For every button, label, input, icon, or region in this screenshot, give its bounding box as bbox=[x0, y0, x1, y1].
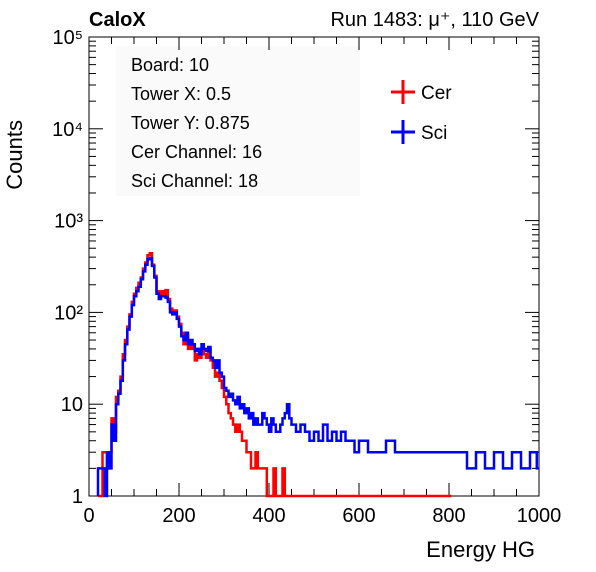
series-group bbox=[96, 252, 539, 498]
y-tick-label: 10³ bbox=[54, 211, 83, 233]
x-tick-label: 600 bbox=[342, 505, 375, 527]
x-tick-label: 200 bbox=[162, 505, 195, 527]
legend-label-cer: Cer bbox=[421, 83, 452, 104]
x-axis-title: Energy HG bbox=[426, 537, 535, 562]
info-line: Cer Channel: 16 bbox=[131, 142, 262, 162]
experiment-label: CaloX bbox=[89, 9, 146, 31]
x-tick-label: 1000 bbox=[517, 505, 562, 527]
info-line: Tower X: 0.5 bbox=[131, 84, 231, 104]
info-box-lines: Board: 10 Tower X: 0.5 Tower Y: 0.875 Cer C… bbox=[131, 55, 262, 191]
y-tick-label: 10⁴ bbox=[52, 119, 83, 141]
info-line: Tower Y: 0.875 bbox=[131, 113, 250, 133]
y-tick-label: 10 bbox=[61, 394, 83, 416]
x-tick-label: 800 bbox=[432, 505, 465, 527]
run-info-label: Run 1483: μ⁺, 110 GeV bbox=[330, 9, 539, 31]
legend-label-sci: Sci bbox=[421, 123, 447, 144]
y-tick-label: 1 bbox=[72, 486, 83, 508]
legend: Cer Sci bbox=[391, 80, 452, 144]
series-cer-line bbox=[98, 252, 452, 498]
info-line: Board: 10 bbox=[131, 55, 209, 75]
x-tick-label: 0 bbox=[83, 505, 94, 527]
x-tick-label: 400 bbox=[252, 505, 285, 527]
info-line: Sci Channel: 18 bbox=[131, 171, 258, 191]
y-tick-label: 10² bbox=[54, 302, 83, 324]
y-tick-label: 10⁵ bbox=[52, 27, 83, 49]
info-box bbox=[116, 46, 360, 196]
series-sci-line bbox=[96, 256, 539, 498]
y-axis-title: Counts bbox=[2, 120, 27, 190]
y-axis: 1 10 10² 10³ 10⁴ 10⁵ bbox=[52, 27, 539, 508]
x-axis: 0 200 400 600 800 1000 bbox=[83, 37, 561, 527]
